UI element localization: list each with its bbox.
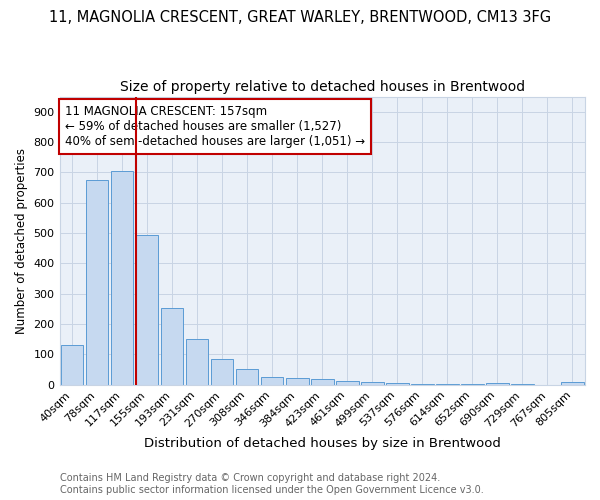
Bar xyxy=(261,376,283,385)
Bar xyxy=(161,308,184,385)
Bar xyxy=(286,378,308,385)
Bar xyxy=(311,380,334,385)
Bar xyxy=(336,381,359,385)
Bar xyxy=(411,384,434,385)
Bar xyxy=(211,359,233,385)
Bar xyxy=(136,235,158,385)
Bar xyxy=(111,171,133,385)
Text: 11 MAGNOLIA CRESCENT: 157sqm
← 59% of detached houses are smaller (1,527)
40% of: 11 MAGNOLIA CRESCENT: 157sqm ← 59% of de… xyxy=(65,105,365,148)
Title: Size of property relative to detached houses in Brentwood: Size of property relative to detached ho… xyxy=(120,80,525,94)
Bar xyxy=(486,382,509,385)
X-axis label: Distribution of detached houses by size in Brentwood: Distribution of detached houses by size … xyxy=(144,437,501,450)
Bar xyxy=(186,340,208,385)
Text: 11, MAGNOLIA CRESCENT, GREAT WARLEY, BRENTWOOD, CM13 3FG: 11, MAGNOLIA CRESCENT, GREAT WARLEY, BRE… xyxy=(49,10,551,25)
Bar xyxy=(86,180,109,385)
Bar xyxy=(436,384,458,385)
Bar xyxy=(461,384,484,385)
Bar xyxy=(511,384,534,385)
Bar xyxy=(386,384,409,385)
Bar xyxy=(361,382,383,385)
Bar xyxy=(61,346,83,385)
Bar xyxy=(561,382,584,385)
Y-axis label: Number of detached properties: Number of detached properties xyxy=(15,148,28,334)
Text: Contains HM Land Registry data © Crown copyright and database right 2024.
Contai: Contains HM Land Registry data © Crown c… xyxy=(60,474,484,495)
Bar xyxy=(236,369,259,385)
